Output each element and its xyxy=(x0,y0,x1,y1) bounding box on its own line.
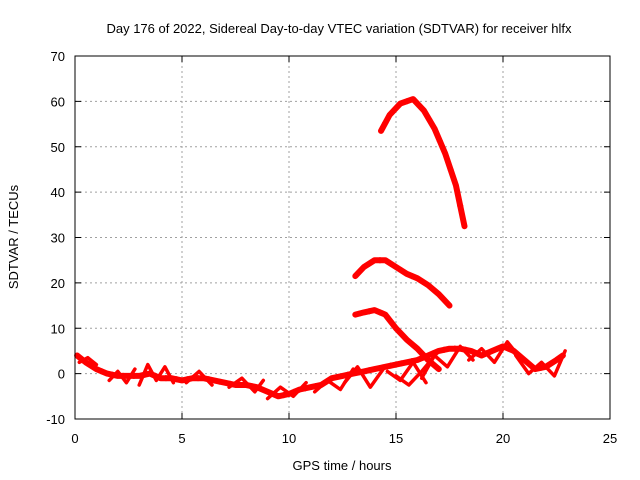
data-point xyxy=(109,371,116,378)
data-point xyxy=(430,350,437,357)
data-point xyxy=(195,375,202,382)
data-point xyxy=(227,380,234,387)
data-point xyxy=(398,330,405,337)
series-arc-base xyxy=(74,343,566,400)
x-tick-label: 10 xyxy=(282,431,296,446)
data-point xyxy=(302,385,309,392)
data-point xyxy=(451,345,458,352)
data-point xyxy=(473,350,480,357)
data-point xyxy=(376,364,383,371)
data-point xyxy=(366,260,373,267)
data-point xyxy=(269,391,276,398)
data-point xyxy=(483,350,490,357)
data-point xyxy=(259,386,266,393)
series-arc-14-18 xyxy=(378,96,468,230)
data-point xyxy=(409,273,416,280)
data-point xyxy=(387,362,394,369)
data-point xyxy=(312,383,319,390)
x-tick-label: 5 xyxy=(178,431,185,446)
y-tick-label: 30 xyxy=(51,231,65,246)
data-point xyxy=(409,358,416,365)
data-point xyxy=(409,341,416,348)
data-point xyxy=(548,360,555,367)
x-axis-label: GPS time / hours xyxy=(293,458,392,473)
data-point xyxy=(398,360,405,367)
x-tick-label: 0 xyxy=(71,431,78,446)
data-point xyxy=(430,361,437,368)
chart-title: Day 176 of 2022, Sidereal Day-to-day VTE… xyxy=(106,21,572,36)
y-tick-label: 40 xyxy=(51,185,65,200)
data-point xyxy=(356,310,363,317)
data-point xyxy=(366,367,373,374)
data-point xyxy=(355,369,362,376)
data-point xyxy=(441,296,448,303)
data-point xyxy=(334,374,341,381)
data-point xyxy=(376,257,383,264)
data-point xyxy=(152,372,159,379)
data-point xyxy=(184,376,191,383)
data-point xyxy=(120,372,127,379)
data-layer xyxy=(74,96,567,401)
data-point xyxy=(344,371,351,378)
grid xyxy=(75,56,610,419)
data-point xyxy=(382,119,389,126)
data-point xyxy=(447,166,454,173)
data-point xyxy=(88,362,95,369)
data-point xyxy=(162,375,169,382)
series-arc-14-17 xyxy=(352,307,442,373)
noise-trace xyxy=(514,349,567,378)
data-point xyxy=(376,309,383,316)
y-tick-label: -10 xyxy=(46,412,65,427)
data-point xyxy=(426,116,433,123)
data-point xyxy=(173,376,180,383)
noise-trace xyxy=(137,362,176,387)
data-point xyxy=(462,346,469,353)
data-point xyxy=(130,372,137,379)
data-point xyxy=(457,202,464,209)
data-point xyxy=(494,345,501,352)
data-point xyxy=(356,268,363,275)
data-point xyxy=(366,308,373,315)
data-point xyxy=(237,381,244,388)
axes: 0 5 10 15 20 25 -10 0 10 20 30 40 50 60 70 xyxy=(46,49,617,446)
data-point xyxy=(387,260,394,267)
data-point xyxy=(430,286,437,293)
data-point xyxy=(415,101,422,108)
y-tick-label: 60 xyxy=(51,94,65,109)
data-point xyxy=(391,106,398,113)
data-point xyxy=(441,346,448,353)
data-point xyxy=(78,355,85,362)
data-point xyxy=(205,376,212,383)
data-point xyxy=(419,278,426,285)
y-axis-label: SDTVAR / TECUs xyxy=(6,184,21,289)
data-point xyxy=(98,368,105,375)
data-point xyxy=(516,352,523,359)
data-point xyxy=(291,388,298,395)
x-tick-label: 15 xyxy=(389,431,403,446)
y-tick-label: 70 xyxy=(51,49,65,64)
x-tick-label: 25 xyxy=(603,431,617,446)
data-point xyxy=(141,371,148,378)
data-point xyxy=(403,98,410,105)
data-point xyxy=(398,267,405,274)
data-point xyxy=(387,318,394,325)
y-tick-label: 10 xyxy=(51,321,65,336)
data-point xyxy=(280,392,287,399)
data-point xyxy=(323,378,330,385)
data-point xyxy=(537,364,544,371)
data-point xyxy=(526,361,533,368)
data-point xyxy=(419,351,426,358)
data-point xyxy=(505,345,512,352)
data-point xyxy=(556,354,563,361)
y-tick-label: 0 xyxy=(58,367,65,382)
y-tick-label: 50 xyxy=(51,140,65,155)
x-tick-label: 20 xyxy=(496,431,510,446)
data-point xyxy=(248,383,255,390)
data-point xyxy=(216,378,223,385)
y-tick-label: 20 xyxy=(51,276,65,291)
data-point xyxy=(436,138,443,145)
